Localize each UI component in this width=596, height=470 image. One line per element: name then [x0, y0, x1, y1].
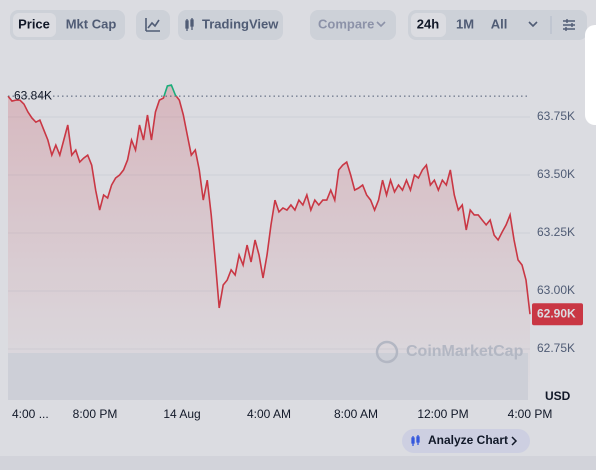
x-tick-label: 12:00 PM — [417, 407, 468, 421]
chevron-icon — [376, 21, 386, 28]
compare-label: Compare — [318, 16, 374, 31]
watermark: CoinMarketCap — [406, 343, 524, 360]
line-icon — [145, 18, 160, 32]
candle-icon — [185, 18, 194, 31]
x-tick-label: 14 Aug — [163, 407, 200, 421]
reference-label: 63.84K — [14, 88, 52, 102]
volume-area — [8, 353, 528, 400]
y-tick-label: 63.00K — [537, 283, 575, 297]
tab[interactable]: Mkt Cap — [66, 16, 117, 31]
range-button[interactable]: All — [491, 16, 508, 31]
settings-icon[interactable] — [563, 19, 575, 31]
y-tick-label: 62.75K — [537, 341, 575, 355]
last-price-badge — [532, 303, 583, 326]
plot — [7, 84, 531, 401]
last-price-label: 62.90K — [537, 306, 576, 320]
plot-overlay: 62.75K 63.00K 63.25K 63.50K 63.75K 4:00 ... 8:… — [12, 88, 583, 421]
range-button[interactable]: 1M — [456, 16, 474, 31]
tab[interactable]: Price — [18, 16, 50, 31]
range-more[interactable] — [528, 21, 538, 28]
range-selected — [411, 13, 446, 37]
x-tick-label: 8:00 PM — [73, 407, 118, 421]
tab-selected — [13, 13, 56, 37]
currency: USD — [545, 389, 571, 403]
range-group — [408, 10, 587, 40]
analyze-button[interactable] — [402, 429, 530, 453]
watermark-logo — [375, 340, 399, 364]
price-line — [7, 96, 531, 315]
x-tick-label: 4:00 AM — [247, 407, 291, 421]
compare-dropdown[interactable] — [310, 10, 396, 40]
footer-strip — [0, 456, 596, 470]
analyze-chevron — [511, 436, 518, 446]
tradingview-button[interactable] — [178, 10, 283, 40]
x-tick-label: 4:00 PM — [508, 407, 553, 421]
x-tick-label: 8:00 AM — [334, 407, 378, 421]
x-tick-label: 4:00 ... — [12, 407, 49, 421]
tradingview-label: TradingView — [202, 16, 279, 31]
y-tick-label: 63.75K — [537, 109, 575, 123]
analyze-label: Analyze Chart — [428, 433, 508, 447]
y-tick-label: 63.25K — [537, 225, 575, 239]
range-button[interactable]: 24h — [417, 16, 439, 31]
y-tick-label: 63.50K — [537, 167, 575, 181]
popover-edge — [585, 25, 596, 125]
analyze-icon — [411, 435, 420, 446]
